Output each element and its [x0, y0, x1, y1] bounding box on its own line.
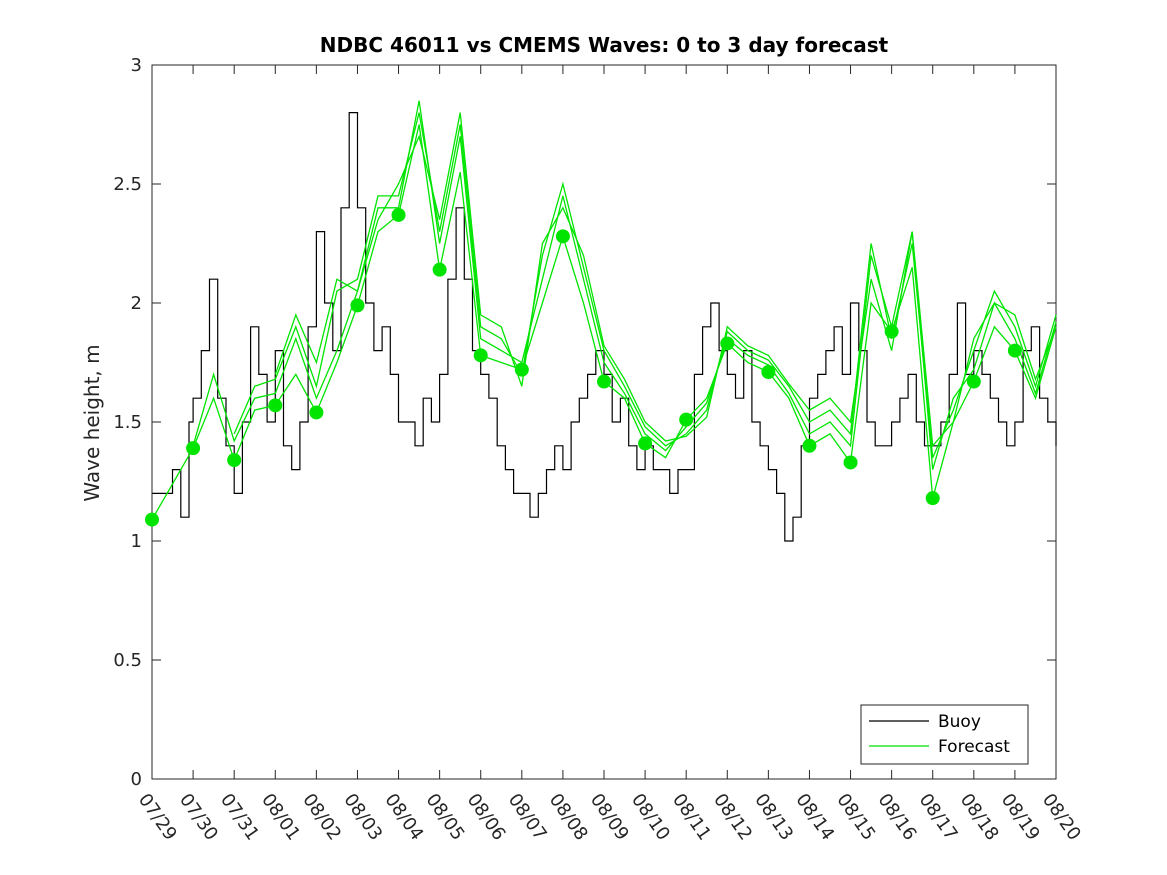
legend-buoy-label: Buoy	[938, 712, 981, 732]
x-tick-label: 08/01	[257, 790, 304, 845]
forecast-start-marker	[720, 336, 735, 351]
legend-box	[860, 704, 1029, 765]
forecast-series-line	[274, 112, 1057, 448]
forecast-start-marker	[597, 374, 611, 389]
forecast-start-marker	[268, 398, 283, 413]
forecast-start-marker	[186, 441, 201, 456]
forecast-start-marker	[473, 348, 488, 363]
forecast-start-marker	[761, 365, 776, 380]
x-tick-label: 08/10	[627, 790, 674, 845]
forecast-start-marker	[432, 262, 447, 277]
y-tick-label: 2	[131, 293, 142, 314]
forecast-start-marker	[391, 207, 406, 222]
x-tick-label: 08/18	[956, 790, 1003, 845]
forecast-start-marker	[514, 362, 529, 377]
forecast-series-line	[151, 124, 1057, 520]
y-axis-label: Wave height, m	[80, 344, 104, 501]
legend-forecast-label: Forecast	[938, 737, 1010, 757]
x-tick-label: 08/06	[463, 790, 510, 845]
y-tick-label: 1	[131, 531, 142, 552]
x-tick-label: 08/04	[380, 790, 427, 845]
x-tick-label: 08/08	[545, 790, 592, 845]
x-tick-label: 07/30	[175, 790, 222, 845]
legend: Buoy Forecast	[860, 704, 1029, 765]
x-tick-label: 08/19	[997, 790, 1044, 845]
forecast-start-marker	[145, 512, 159, 527]
forecast-start-marker	[925, 491, 940, 506]
daily-markers	[145, 207, 1022, 527]
x-tick-label: 08/13	[750, 790, 797, 845]
y-tick-label: 0.5	[113, 650, 142, 671]
forecast-start-marker	[802, 438, 817, 453]
x-tick-label: 08/17	[915, 790, 962, 845]
forecast-start-marker	[679, 412, 694, 427]
forecast-start-marker	[638, 436, 653, 451]
x-tick-label: 07/29	[134, 790, 181, 845]
y-tick-label: 2.5	[113, 174, 142, 195]
y-tick-label: 1.5	[113, 412, 142, 433]
x-tick-label: 08/03	[339, 790, 386, 845]
forecast-start-marker	[884, 324, 899, 339]
y-tick-label: 0	[131, 769, 142, 790]
x-tick-label: 08/05	[422, 790, 469, 845]
series-layer	[151, 100, 1057, 542]
x-tick-label: 08/09	[586, 790, 633, 845]
forecast-start-marker	[350, 298, 365, 313]
x-tick-label: 08/15	[832, 790, 879, 845]
x-tick-label: 08/12	[709, 790, 756, 845]
x-tick-label: 07/31	[216, 790, 263, 845]
forecast-start-marker	[843, 455, 858, 470]
forecast-start-marker	[309, 405, 324, 420]
y-tick-label: 3	[131, 55, 142, 76]
chart-title: NDBC 46011 vs CMEMS Waves: 0 to 3 day fo…	[320, 33, 889, 57]
x-tick-label: 08/11	[668, 790, 715, 845]
forecast-start-marker	[966, 374, 981, 389]
x-tick-label: 08/20	[1038, 790, 1085, 845]
forecast-start-marker	[1007, 343, 1022, 358]
x-tick-label: 08/02	[298, 790, 345, 845]
x-tick-label: 08/16	[874, 790, 921, 845]
x-tick-label: 08/07	[504, 790, 551, 845]
y-axis-ticks: 0 0.5 1 1.5 2 2.5 3	[113, 55, 1056, 790]
forecast-start-marker	[227, 453, 242, 468]
x-tick-label: 08/14	[791, 790, 838, 845]
forecast-start-marker	[555, 229, 570, 244]
forecast-series-line	[233, 112, 1057, 458]
